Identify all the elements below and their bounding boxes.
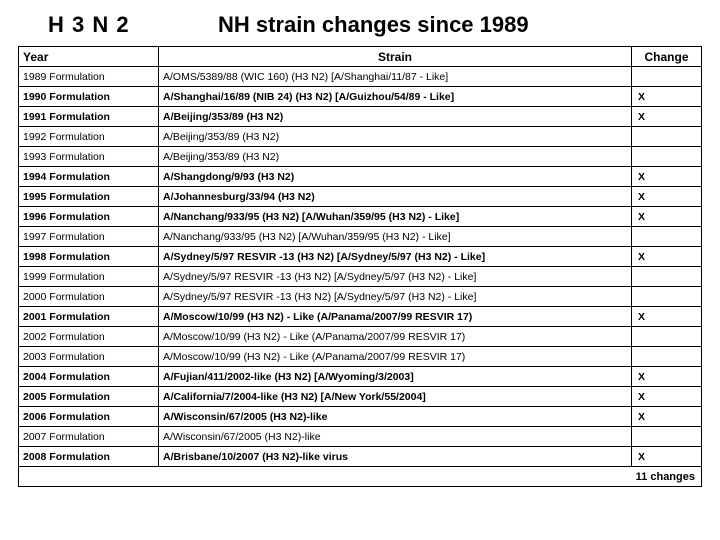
strain-table: Year Strain Change 1989 FormulationA/OMS… <box>18 46 702 487</box>
cell-strain: A/Wisconsin/67/2005 (H3 N2)-like <box>159 427 632 447</box>
header-right-title: NH strain changes since 1989 <box>218 12 529 38</box>
cell-year: 2001 Formulation <box>19 307 159 327</box>
cell-year: 1990 Formulation <box>19 87 159 107</box>
table-row: 1997 FormulationA/Nanchang/933/95 (H3 N2… <box>19 227 702 247</box>
cell-change: X <box>632 447 702 467</box>
cell-change <box>632 347 702 367</box>
cell-year: 1999 Formulation <box>19 267 159 287</box>
cell-change: X <box>632 407 702 427</box>
table-row: 1989 FormulationA/OMS/5389/88 (WIC 160) … <box>19 67 702 87</box>
cell-change <box>632 327 702 347</box>
cell-change <box>632 127 702 147</box>
cell-change <box>632 427 702 447</box>
col-header-year: Year <box>19 47 159 67</box>
table-row: 1998 FormulationA/Sydney/5/97 RESVIR -13… <box>19 247 702 267</box>
cell-change <box>632 227 702 247</box>
cell-change: X <box>632 387 702 407</box>
summary-row: 11 changes <box>19 467 702 487</box>
cell-strain: A/Beijing/353/89 (H3 N2) <box>159 127 632 147</box>
cell-strain: A/Shangdong/9/93 (H3 N2) <box>159 167 632 187</box>
cell-year: 2006 Formulation <box>19 407 159 427</box>
cell-strain: A/Sydney/5/97 RESVIR -13 (H3 N2) [A/Sydn… <box>159 247 632 267</box>
cell-change: X <box>632 107 702 127</box>
cell-year: 2002 Formulation <box>19 327 159 347</box>
table-row: 2001 FormulationA/Moscow/10/99 (H3 N2) -… <box>19 307 702 327</box>
cell-strain: A/California/7/2004-like (H3 N2) [A/New … <box>159 387 632 407</box>
table-row: 1991 FormulationA/Beijing/353/89 (H3 N2)… <box>19 107 702 127</box>
summary-cell: 11 changes <box>19 467 702 487</box>
header-left-title: H 3 N 2 <box>18 12 218 38</box>
cell-change <box>632 267 702 287</box>
col-header-change: Change <box>632 47 702 67</box>
cell-strain: A/Fujian/411/2002-like (H3 N2) [A/Wyomin… <box>159 367 632 387</box>
cell-strain: A/Nanchang/933/95 (H3 N2) [A/Wuhan/359/9… <box>159 227 632 247</box>
cell-strain: A/Nanchang/933/95 (H3 N2) [A/Wuhan/359/9… <box>159 207 632 227</box>
cell-change: X <box>632 307 702 327</box>
table-row: 1990 FormulationA/Shanghai/16/89 (NIB 24… <box>19 87 702 107</box>
page-header: H 3 N 2 NH strain changes since 1989 <box>18 12 702 38</box>
cell-strain: A/Sydney/5/97 RESVIR -13 (H3 N2) [A/Sydn… <box>159 267 632 287</box>
table-row: 2003 FormulationA/Moscow/10/99 (H3 N2) -… <box>19 347 702 367</box>
table-row: 1994 FormulationA/Shangdong/9/93 (H3 N2)… <box>19 167 702 187</box>
table-row: 2002 FormulationA/Moscow/10/99 (H3 N2) -… <box>19 327 702 347</box>
cell-strain: A/Wisconsin/67/2005 (H3 N2)-like <box>159 407 632 427</box>
cell-change: X <box>632 187 702 207</box>
cell-strain: A/Shanghai/16/89 (NIB 24) (H3 N2) [A/Gui… <box>159 87 632 107</box>
cell-year: 1991 Formulation <box>19 107 159 127</box>
cell-strain: A/OMS/5389/88 (WIC 160) (H3 N2) [A/Shang… <box>159 67 632 87</box>
table-row: 1992 FormulationA/Beijing/353/89 (H3 N2) <box>19 127 702 147</box>
table-body: 1989 FormulationA/OMS/5389/88 (WIC 160) … <box>19 67 702 487</box>
cell-year: 2004 Formulation <box>19 367 159 387</box>
cell-change: X <box>632 87 702 107</box>
cell-year: 2005 Formulation <box>19 387 159 407</box>
table-row: 1996 FormulationA/Nanchang/933/95 (H3 N2… <box>19 207 702 227</box>
cell-year: 1998 Formulation <box>19 247 159 267</box>
cell-strain: A/Moscow/10/99 (H3 N2) - Like (A/Panama/… <box>159 347 632 367</box>
cell-strain: A/Johannesburg/33/94 (H3 N2) <box>159 187 632 207</box>
cell-year: 2007 Formulation <box>19 427 159 447</box>
cell-change: X <box>632 167 702 187</box>
table-row: 1995 FormulationA/Johannesburg/33/94 (H3… <box>19 187 702 207</box>
cell-year: 1997 Formulation <box>19 227 159 247</box>
cell-change <box>632 67 702 87</box>
table-row: 2008 FormulationA/Brisbane/10/2007 (H3 N… <box>19 447 702 467</box>
cell-change <box>632 287 702 307</box>
cell-year: 1994 Formulation <box>19 167 159 187</box>
cell-change: X <box>632 247 702 267</box>
table-row: 1999 FormulationA/Sydney/5/97 RESVIR -13… <box>19 267 702 287</box>
cell-strain: A/Brisbane/10/2007 (H3 N2)-like virus <box>159 447 632 467</box>
table-header-row: Year Strain Change <box>19 47 702 67</box>
table-row: 2004 FormulationA/Fujian/411/2002-like (… <box>19 367 702 387</box>
table-row: 2007 FormulationA/Wisconsin/67/2005 (H3 … <box>19 427 702 447</box>
cell-year: 1992 Formulation <box>19 127 159 147</box>
cell-strain: A/Beijing/353/89 (H3 N2) <box>159 147 632 167</box>
cell-strain: A/Sydney/5/97 RESVIR -13 (H3 N2) [A/Sydn… <box>159 287 632 307</box>
cell-year: 2000 Formulation <box>19 287 159 307</box>
cell-year: 1989 Formulation <box>19 67 159 87</box>
cell-strain: A/Moscow/10/99 (H3 N2) - Like (A/Panama/… <box>159 307 632 327</box>
cell-year: 1993 Formulation <box>19 147 159 167</box>
table-row: 2000 FormulationA/Sydney/5/97 RESVIR -13… <box>19 287 702 307</box>
cell-change <box>632 147 702 167</box>
cell-strain: A/Moscow/10/99 (H3 N2) - Like (A/Panama/… <box>159 327 632 347</box>
cell-change: X <box>632 207 702 227</box>
cell-year: 1995 Formulation <box>19 187 159 207</box>
col-header-strain: Strain <box>159 47 632 67</box>
cell-strain: A/Beijing/353/89 (H3 N2) <box>159 107 632 127</box>
cell-year: 2008 Formulation <box>19 447 159 467</box>
table-row: 1993 FormulationA/Beijing/353/89 (H3 N2) <box>19 147 702 167</box>
cell-year: 2003 Formulation <box>19 347 159 367</box>
cell-change: X <box>632 367 702 387</box>
cell-year: 1996 Formulation <box>19 207 159 227</box>
table-row: 2005 FormulationA/California/7/2004-like… <box>19 387 702 407</box>
table-row: 2006 FormulationA/Wisconsin/67/2005 (H3 … <box>19 407 702 427</box>
